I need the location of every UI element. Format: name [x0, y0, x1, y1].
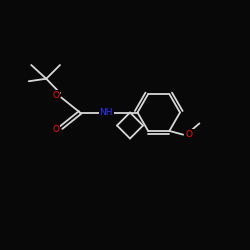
- Text: O: O: [186, 130, 193, 139]
- Text: O: O: [52, 90, 59, 100]
- Text: O: O: [52, 126, 59, 134]
- Text: NH: NH: [100, 108, 113, 117]
